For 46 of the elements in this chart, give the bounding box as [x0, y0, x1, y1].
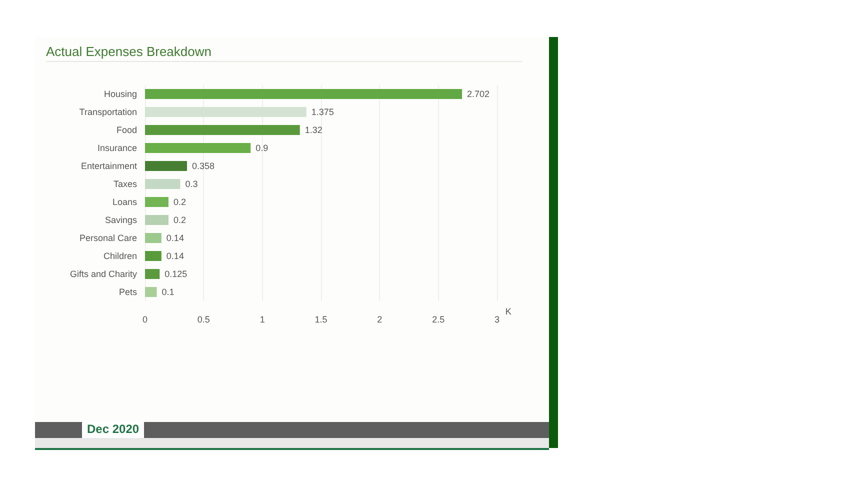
x-axis-title: K: [505, 306, 512, 316]
y-tick-label: Loans: [112, 197, 138, 207]
x-tick-label: 2.5: [432, 314, 445, 324]
data-label: 0.1: [162, 287, 174, 297]
data-label: 0.14: [166, 251, 184, 261]
data-label: 1.32: [304, 125, 322, 135]
y-tick-label: Pets: [118, 287, 138, 297]
bar: [145, 197, 168, 207]
bar: [145, 287, 157, 297]
x-tick-label: 2: [377, 314, 382, 324]
data-label: 0.2: [173, 197, 186, 207]
y-tick-label: Personal Care: [79, 233, 137, 243]
bar: [145, 179, 180, 189]
text: Dec 2020: [82, 421, 144, 438]
bar: [145, 107, 306, 117]
bar: [145, 161, 188, 171]
bar: [145, 215, 168, 225]
y-tick-label: Savings: [104, 215, 138, 225]
bar: [145, 269, 160, 279]
y-tick-label: Taxes: [113, 179, 138, 189]
x-tick-label: 1: [260, 314, 265, 324]
data-label: 0.14: [166, 233, 184, 243]
x-tick-label: 3: [494, 314, 500, 324]
data-label: 0.125: [164, 269, 188, 279]
x-tick-label: 1.5: [314, 314, 328, 324]
x-tick-label: 0: [142, 314, 148, 324]
data-label: 0.9: [256, 143, 268, 153]
chart-title: Actual Expenses Breakdown: [46, 44, 212, 59]
y-tick-label: Housing: [104, 89, 137, 99]
x-tick-label: 0.5: [197, 314, 210, 324]
bar: [145, 143, 251, 153]
y-tick-label: Entertainment: [80, 161, 138, 171]
bar: [145, 125, 300, 135]
y-tick-label: Children: [103, 251, 137, 261]
bar: [145, 251, 162, 261]
data-label: 2.702: [467, 89, 490, 99]
data-label: 0.3: [185, 179, 198, 189]
bar: [145, 89, 462, 99]
y-tick-label: Insurance: [97, 143, 137, 153]
y-tick-label: Gifts and Charity: [70, 269, 138, 279]
data-label: 0.2: [173, 215, 186, 225]
data-label: 1.375: [311, 107, 334, 117]
y-tick-label: Transportation: [79, 107, 137, 117]
y-tick-label: Food: [116, 125, 137, 135]
bar: [145, 233, 162, 243]
data-label: 0.358: [192, 161, 215, 171]
